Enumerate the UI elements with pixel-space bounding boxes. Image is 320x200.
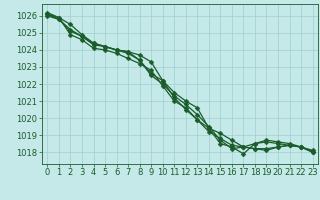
- Text: Graphe pression niveau de la mer (hPa): Graphe pression niveau de la mer (hPa): [48, 181, 272, 192]
